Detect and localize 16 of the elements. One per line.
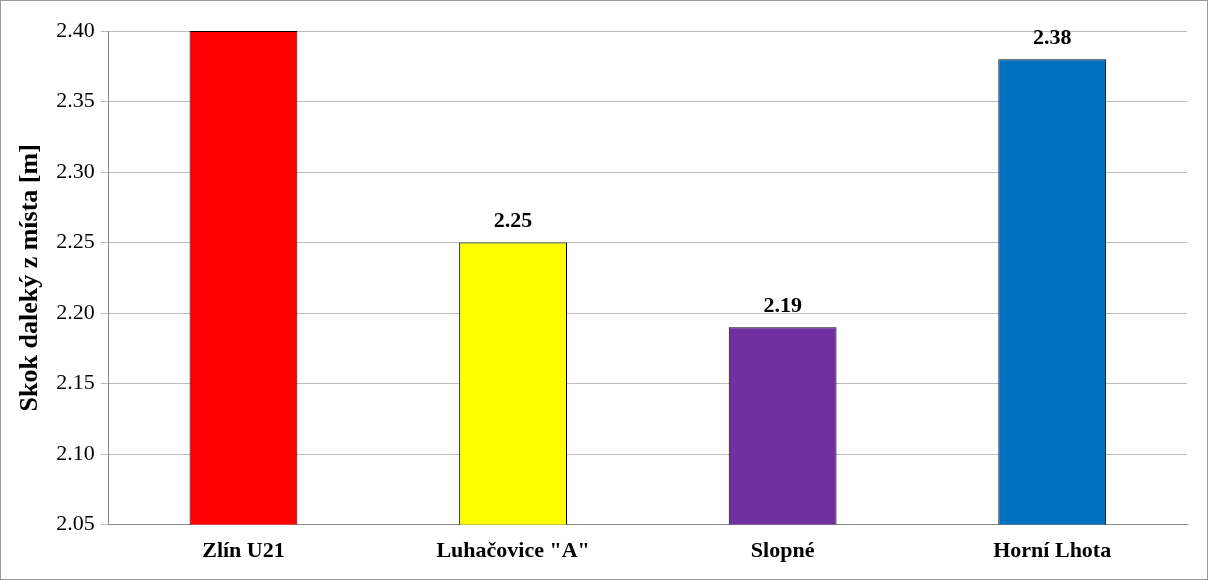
y-tick-label: 2.15 [56, 369, 95, 395]
x-tick-label: Zlín U21 [202, 537, 285, 563]
y-axis-title: Skok daleký z místa [m] [14, 144, 44, 412]
y-tick-label: 2.30 [56, 157, 95, 183]
y-tick-label: 2.10 [56, 439, 95, 465]
y-tick-label: 2.05 [56, 510, 95, 536]
y-tick-label: 2.20 [56, 298, 95, 324]
data-label: 2.19 [763, 291, 802, 317]
y-tick-label: 2.35 [56, 87, 95, 113]
x-tick-label: Horní Lhota [993, 537, 1112, 563]
y-tick-label: 2.40 [56, 16, 95, 42]
x-tick-label: Luhačovice "A" [436, 537, 590, 563]
data-label: 2.25 [493, 207, 533, 233]
data-label: 2.38 [1032, 23, 1072, 49]
y-tick-label: 2.25 [56, 228, 95, 254]
x-tick-label: Slopné [750, 537, 815, 563]
